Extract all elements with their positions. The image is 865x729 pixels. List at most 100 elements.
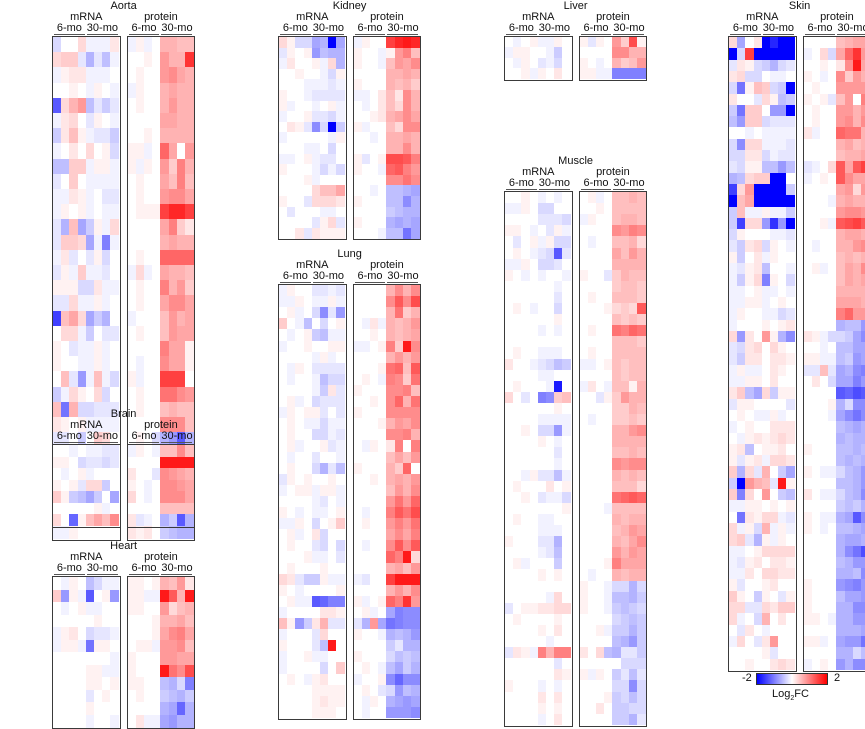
heatmap-cell — [135, 614, 145, 628]
heatmap-cell — [729, 93, 738, 106]
heatmap-cell — [761, 421, 771, 433]
heatmap-cell — [53, 189, 62, 205]
heatmap-cell — [745, 217, 755, 230]
heatmap-cell — [279, 606, 288, 619]
heatmap-cell — [537, 402, 547, 415]
heatmap-cell — [386, 662, 396, 674]
heatmap-cell — [786, 658, 796, 671]
heatmap-cell — [828, 647, 837, 659]
heatmap-cell — [604, 602, 613, 615]
heatmap-cell — [361, 418, 371, 430]
heatmap-cell — [729, 409, 738, 422]
heatmap-cell — [102, 479, 111, 492]
heatmap-cell — [786, 353, 796, 366]
heatmap-cell — [295, 79, 305, 91]
heatmap-cell — [295, 418, 305, 430]
heatmap-cell — [135, 341, 145, 357]
heatmap-cell — [402, 396, 412, 408]
heatmap-cell — [402, 473, 412, 486]
heatmap-cell — [394, 695, 404, 708]
heatmap-cell — [168, 689, 178, 703]
heatmap-cell — [828, 602, 837, 614]
heatmap-cell — [94, 417, 103, 433]
heatmap-cell — [745, 263, 755, 275]
heatmap-cell — [320, 153, 329, 165]
heatmap-cell — [819, 432, 829, 445]
heatmap-cell — [505, 436, 514, 448]
heatmap-cell — [828, 251, 837, 264]
heatmap-cell — [612, 347, 622, 359]
heatmap-cell — [328, 174, 337, 186]
heatmap-cell — [102, 589, 111, 603]
heatmap-cell — [410, 132, 420, 144]
heatmap-cell — [402, 68, 412, 80]
heatmap-cell — [636, 314, 646, 326]
heatmap-cell — [554, 269, 563, 282]
heatmap-cell — [521, 347, 531, 359]
tissue-title: Heart — [110, 540, 138, 552]
heatmap-cell — [386, 673, 396, 686]
heatmap-cell — [295, 684, 305, 697]
heatmap-cell — [546, 458, 555, 470]
heatmap-cell — [860, 330, 865, 343]
heatmap-cell — [135, 173, 145, 190]
heatmap-cell — [311, 47, 321, 59]
heatmap-cell — [860, 150, 865, 162]
heatmap-cell — [152, 280, 161, 296]
heatmap-cell — [828, 308, 837, 320]
heatmap-cell — [102, 158, 111, 175]
heatmap-cell — [786, 624, 796, 637]
heatmap-cell — [761, 37, 771, 49]
heatmap-cell — [110, 614, 120, 628]
heatmap-cell — [311, 185, 321, 197]
heatmap-cell — [844, 364, 854, 377]
heatmap-cell — [77, 514, 87, 526]
heatmap-cell — [852, 116, 862, 128]
heatmap-cell — [287, 132, 296, 144]
heatmap-cell — [410, 329, 420, 341]
heatmap-cell — [353, 429, 363, 441]
heatmap-cell — [860, 635, 865, 648]
heatmap-cell — [562, 602, 572, 615]
heatmap-cell — [604, 269, 613, 282]
heatmap-cell — [836, 511, 846, 524]
heatmap-cell — [628, 414, 638, 426]
heatmap-cell — [378, 540, 387, 552]
heatmap-cell — [160, 689, 170, 703]
heatmap-cell — [529, 414, 539, 426]
heatmap-cell — [378, 111, 387, 123]
heatmap-cell — [737, 500, 746, 513]
heatmap-cell — [604, 347, 613, 359]
heatmap-cell — [176, 67, 186, 84]
heatmap-cell — [636, 347, 646, 359]
heatmap-cell — [320, 584, 329, 597]
heatmap-cell — [562, 47, 572, 59]
heatmap-cell — [819, 138, 829, 151]
heatmap-cell — [761, 70, 771, 83]
heatmap-cell — [729, 229, 738, 241]
heatmap-cell — [328, 296, 337, 308]
heatmap-cell — [513, 425, 522, 437]
heatmap-cell — [620, 491, 630, 504]
heatmap-cell — [770, 48, 779, 61]
heatmap-cell — [295, 285, 305, 297]
heatmap-cell — [53, 82, 62, 99]
heatmap-cell — [745, 161, 755, 174]
heatmap-cell — [143, 702, 153, 715]
heatmap-cell — [61, 401, 70, 418]
heatmap-cell — [394, 90, 404, 102]
heatmap-cell — [529, 536, 539, 548]
heatmap-cell — [546, 502, 555, 515]
heatmap-cell — [85, 386, 95, 403]
heatmap-cell — [587, 303, 597, 315]
heatmap-cell — [378, 217, 387, 229]
heatmap-cell — [287, 47, 296, 59]
heatmap-cell — [279, 340, 288, 353]
heatmap-cell — [94, 265, 103, 281]
heatmap-cell — [378, 206, 387, 218]
heatmap-cell — [77, 639, 87, 653]
heatmap-cell — [77, 432, 87, 448]
heatmap-cell — [587, 280, 597, 293]
heatmap-cell — [770, 409, 779, 422]
heatmap-cell — [410, 606, 420, 619]
